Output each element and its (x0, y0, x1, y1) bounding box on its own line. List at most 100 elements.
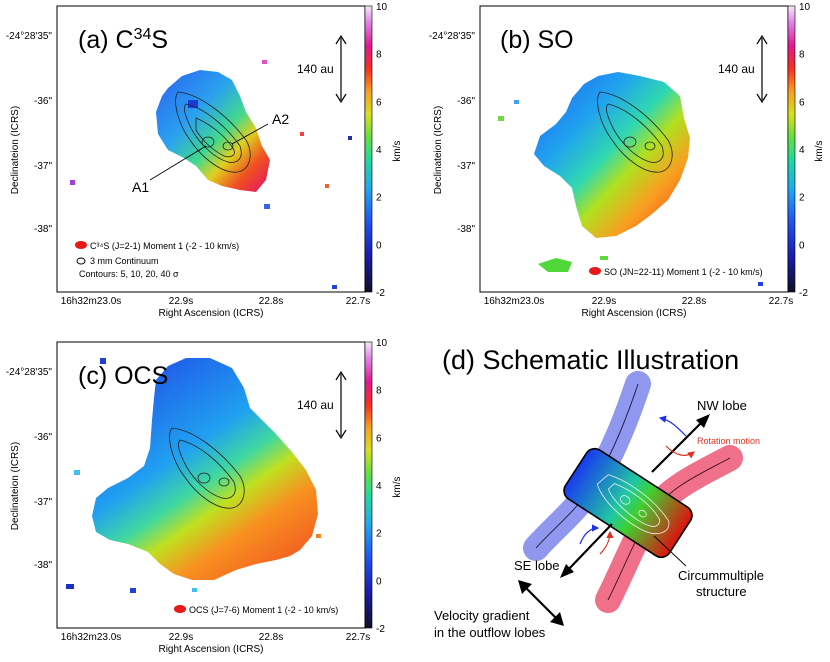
colorbar-tick-label: 2 (376, 193, 382, 204)
svg-text:22.8s: 22.8s (259, 296, 283, 307)
svg-text:Contours: 5, 10, 20, 40 σ: Contours: 5, 10, 20, 40 σ (79, 269, 179, 279)
panel-a-title: (a) C34S (78, 26, 168, 54)
panel-c-pixel (66, 584, 74, 589)
svg-text:OCS (J=7-6) Moment 1 (-2 - 10: OCS (J=7-6) Moment 1 (-2 - 10 km/s) (189, 605, 338, 615)
svg-text:3 mm Continuum: 3 mm Continuum (90, 256, 159, 266)
svg-text:-36": -36" (34, 432, 52, 443)
svg-text:22.7s: 22.7s (769, 296, 793, 307)
panel-a-emission (156, 70, 270, 192)
panel-b-so: (b) SO 140 au SO (JN=22-11) Moment 1 (-2… (429, 2, 825, 319)
gradient-arrow-head-2 (550, 612, 564, 626)
rotation-label: Rotation motion (697, 436, 760, 446)
svg-text:-37": -37" (457, 161, 475, 172)
panel-c-emission (92, 358, 318, 580)
panel-a-scale-bar: 140 au (297, 34, 347, 104)
colorbar-tick-label: 2 (799, 193, 805, 204)
colorbar-tick-label: -2 (376, 624, 385, 635)
panel-a-pixel (264, 204, 270, 209)
panel-a-ylabel: Declinateion (ICRS) (10, 106, 21, 194)
nw-lobe-label: NW lobe (697, 398, 747, 413)
colorbar-tick-label: 4 (376, 145, 382, 156)
panel-c-legend: OCS (J=7-6) Moment 1 (-2 - 10 km/s) (174, 605, 338, 615)
panel-b-legend: SO (JN=22-11) Moment 1 (-2 - 10 km/s) (589, 267, 763, 277)
panel-a-yticks: -24°28'35" -36" -37" -38" (6, 31, 53, 235)
panel-b-scale-bar: 140 au (718, 34, 768, 104)
panel-a-contours (175, 91, 251, 173)
se-arrow (565, 523, 613, 573)
rotation-arrow-red (665, 445, 695, 459)
se-arrow-head (560, 564, 574, 578)
panel-b-emission (534, 72, 690, 238)
rotation-arrow-blue-se (579, 524, 600, 545)
nw-arrow (651, 419, 705, 473)
colorbar-tick-label: 0 (376, 576, 382, 587)
panel-c-colorbar: -2 0 2 4 6 8 10 km/s (364, 338, 403, 635)
colorbar-tick-label: -2 (376, 288, 385, 299)
circummultiple-box (563, 447, 693, 559)
panel-c-xticks: 16h32m23.0s 22.9s 22.8s 22.7s (61, 632, 371, 643)
svg-text:-36": -36" (34, 96, 52, 107)
panel-b-yticks: -24°28'35" -36" -37" -38" (429, 31, 476, 235)
panel-c-scale-bar: 140 au (297, 370, 347, 440)
panel-a-pixel (300, 132, 304, 136)
panel-c-pixel (316, 534, 321, 538)
panel-b-pixel (758, 282, 763, 286)
colorbar-tick-label: 6 (376, 433, 382, 444)
panel-b-pixel (600, 256, 608, 260)
a2-label: A2 (272, 111, 289, 127)
panel-b-patch (538, 258, 572, 272)
panel-a-pixel (70, 180, 75, 185)
svg-text:SO (JN=22-11) Moment 1 (-2 - 1: SO (JN=22-11) Moment 1 (-2 - 10 km/s) (604, 267, 763, 277)
svg-text:140 au: 140 au (718, 62, 755, 76)
colorbar-tick-label: 0 (799, 240, 805, 251)
colorbar-tick-label: 8 (799, 50, 805, 61)
panel-c-pixel (192, 588, 197, 592)
panel-c-contours (169, 427, 245, 509)
rotation-arrow-blue (658, 415, 687, 437)
svg-text:-24°28'35": -24°28'35" (6, 367, 53, 378)
svg-text:km/s: km/s (392, 140, 403, 161)
panel-b-pixel (498, 116, 504, 121)
panel-a-xticks: 16h32m23.0s 22.9s 22.8s 22.7s (61, 296, 371, 307)
svg-text:140 au: 140 au (297, 62, 334, 76)
colorbar-tick-label: 10 (799, 2, 811, 13)
structure-pointer (653, 535, 687, 567)
colorbar-tick-label: 10 (376, 338, 388, 349)
svg-text:22.7s: 22.7s (346, 296, 370, 307)
gradient-arrow-head-1 (518, 580, 532, 594)
svg-text:22.8s: 22.8s (682, 296, 706, 307)
panel-d-schematic: (d) Schematic Illustration NW lobe SE lo… (434, 345, 764, 640)
schematic-title: (d) Schematic Illustration (442, 345, 739, 375)
a1-pointer (149, 145, 207, 181)
svg-text:16h32m23.0s: 16h32m23.0s (484, 296, 545, 307)
svg-text:-37": -37" (34, 497, 52, 508)
structure-label-1: Circummultiple (678, 568, 764, 583)
colorbar-tick-label: -2 (799, 288, 808, 299)
panel-b-contours (597, 91, 673, 173)
panel-a-pixel (262, 60, 267, 64)
panel-a-pixel (325, 184, 329, 188)
colorbar-tick-label: 4 (376, 481, 382, 492)
panel-b-xticks: 16h32m23.0s 22.9s 22.8s 22.7s (484, 296, 794, 307)
panel-b-ylabel: Declinateion (ICRS) (433, 106, 444, 194)
svg-text:km/s: km/s (814, 140, 825, 161)
svg-text:-24°28'35": -24°28'35" (429, 31, 476, 42)
svg-text:22.9s: 22.9s (169, 632, 193, 643)
panel-c-ocs: (c) OCS 140 au OCS (J=7-6) Moment 1 (-2 … (6, 338, 403, 655)
panel-a-legend: C³⁴S (J=2-1) Moment 1 (-2 - 10 km/s) 3 m… (75, 241, 239, 279)
panel-c-title: (c) OCS (78, 362, 168, 390)
colorbar-tick-label: 0 (376, 240, 382, 251)
structure-label-2: structure (696, 584, 747, 599)
svg-text:-24°28'35": -24°28'35" (6, 31, 53, 42)
gradient-label-2: in the outflow lobes (434, 625, 546, 640)
svg-text:-37": -37" (34, 161, 52, 172)
panel-c-pixel (100, 358, 106, 364)
panel-b-xlabel: Right Ascension (ICRS) (581, 308, 686, 319)
colorbar-tick-label: 8 (376, 386, 382, 397)
se-lobe-label: SE lobe (514, 558, 560, 573)
panel-a-colorbar: -2 0 2 4 6 8 10 km/s (364, 2, 403, 299)
panel-a-c34s: A1 A2 (a) C34S 140 au C³⁴S (J=2-1) Momen… (6, 2, 403, 319)
a2-pointer (231, 123, 269, 145)
